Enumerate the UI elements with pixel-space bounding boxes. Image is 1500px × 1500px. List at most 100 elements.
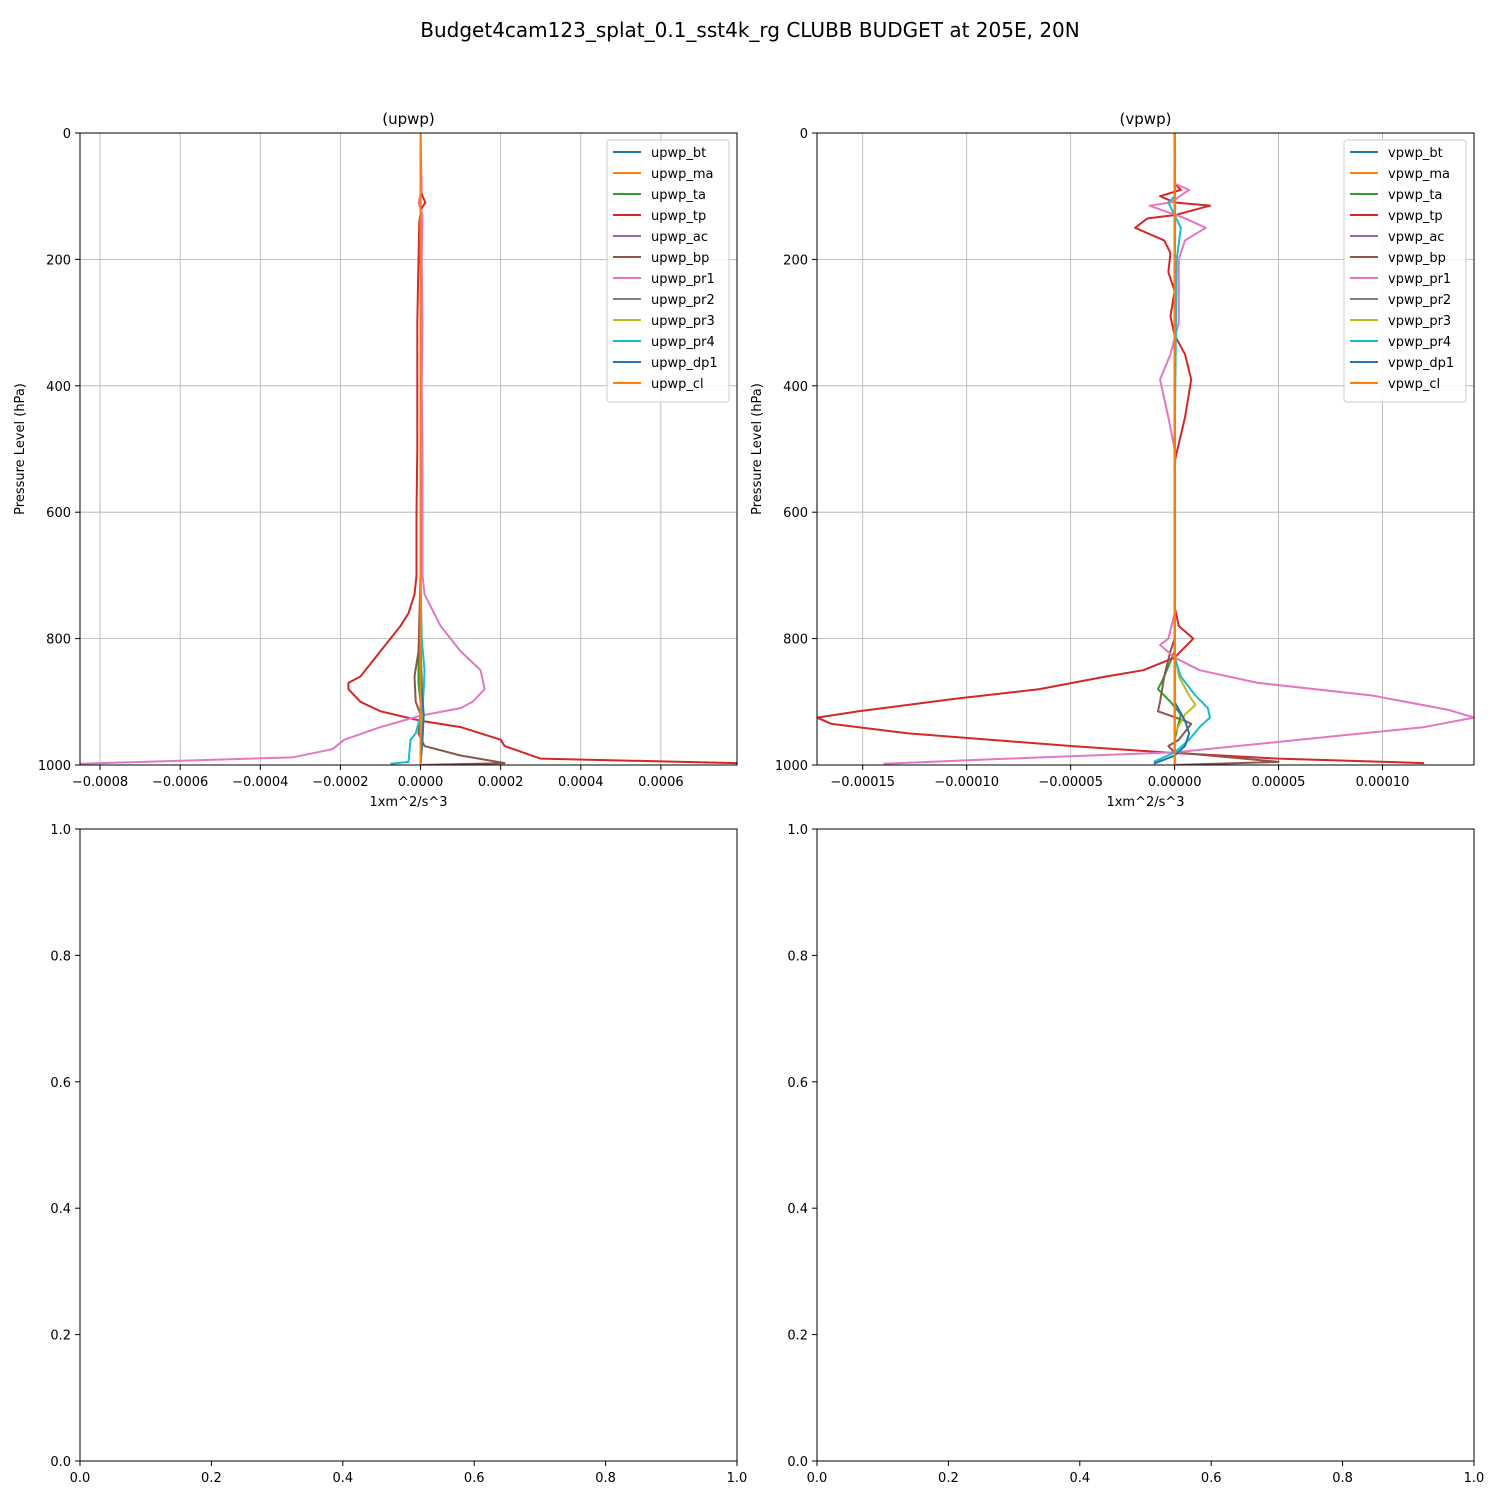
- legend-entry-vpwp_pr4: vpwp_pr4: [1388, 335, 1451, 350]
- legend-entry-upwp_cl: upwp_cl: [651, 377, 704, 392]
- legend-entry-upwp_pr1: upwp_pr1: [651, 272, 715, 287]
- legend-entry-upwp_ac: upwp_ac: [651, 230, 708, 245]
- panel-title: (vpwp): [1120, 110, 1172, 128]
- y-tick-label: 1.0: [50, 823, 71, 838]
- x-axis-label: 1xm^2/s^3: [369, 795, 447, 810]
- x-tick-label: 0.00000: [1148, 775, 1202, 790]
- y-tick-label: 0.0: [787, 1455, 808, 1470]
- y-tick-label: 0.4: [50, 1202, 71, 1217]
- figure-title: Budget4cam123_splat_0.1_sst4k_rg CLUBB B…: [420, 18, 1079, 42]
- x-tick-label: 0.0: [70, 1471, 91, 1486]
- series-line-vpwp_tp: [817, 133, 1425, 765]
- y-axis-label: Pressure Level (hPa): [13, 383, 28, 515]
- legend-entry-vpwp_pr3: vpwp_pr3: [1388, 314, 1451, 329]
- panel-4: 0.0 0.2 0.4 0.6 0.8 1.0 0.0 0.2 0.4 0.6 0.8 1.0: [787, 823, 1484, 1486]
- series-line-vpwp_dp1: [1153, 133, 1191, 765]
- x-tick-label: −0.0006: [152, 775, 208, 790]
- x-tick-label: 0.8: [595, 1471, 616, 1486]
- y-tick-label: 0.6: [787, 1076, 808, 1091]
- legend-box: [606, 139, 730, 403]
- x-tick-label: −0.00005: [1038, 775, 1103, 790]
- legend: upwp_bt upwp_ma upwp_ta upwp_tp upwp_ac upwp_…: [606, 139, 730, 403]
- legend-box: [1343, 139, 1467, 403]
- legend-entry-vpwp_cl: vpwp_cl: [1388, 377, 1440, 392]
- y-tick-label: 400: [783, 380, 808, 395]
- x-tick-label: 0.2: [938, 1471, 959, 1486]
- x-tick-label: 1.0: [727, 1471, 748, 1486]
- y-tick-label: 800: [46, 633, 71, 648]
- legend-entry-vpwp_dp1: vpwp_dp1: [1388, 356, 1454, 371]
- legend-entry-upwp_bt: upwp_bt: [651, 146, 706, 161]
- y-axis-label: Pressure Level (hPa): [750, 383, 765, 515]
- legend-entry-vpwp_pr2: vpwp_pr2: [1388, 293, 1451, 308]
- axes-frame: [79, 132, 738, 766]
- x-tick-label: 0.4: [1069, 1471, 1090, 1486]
- panel-2: −0.00015 −0.00010 −0.00005 0.00000 0.00005 0.…: [750, 110, 1475, 810]
- x-tick-label: 0.0000: [398, 775, 444, 790]
- y-tick-label: 800: [783, 633, 808, 648]
- x-tick-label: 0.0006: [638, 775, 684, 790]
- y-tick-label: 0.2: [787, 1329, 808, 1344]
- y-tick-label: 0.4: [787, 1202, 808, 1217]
- legend: vpwp_bt vpwp_ma vpwp_ta vpwp_tp vpwp_ac vpwp_…: [1343, 139, 1467, 403]
- x-tick-label: 0.6: [1201, 1471, 1222, 1486]
- legend-entry-vpwp_ta: vpwp_ta: [1388, 188, 1442, 203]
- axes-frame: [816, 828, 1475, 1462]
- axes-frame: [79, 828, 738, 1462]
- y-tick-label: 600: [783, 506, 808, 521]
- legend-entry-vpwp_tp: vpwp_tp: [1388, 209, 1443, 224]
- panel-3: 0.0 0.2 0.4 0.6 0.8 1.0 0.0 0.2 0.4 0.6 0.8 1.0: [50, 823, 747, 1486]
- x-axis-label: 1xm^2/s^3: [1106, 795, 1184, 810]
- legend-entry-upwp_pr3: upwp_pr3: [651, 314, 715, 329]
- x-tick-label: 0.00005: [1252, 775, 1306, 790]
- legend-entry-vpwp_ma: vpwp_ma: [1388, 167, 1450, 182]
- legend-entry-upwp_tp: upwp_tp: [651, 209, 706, 224]
- x-tick-label: 0.0004: [558, 775, 604, 790]
- series-line-vpwp_pr4: [1153, 133, 1211, 763]
- x-tick-label: −0.00015: [830, 775, 895, 790]
- y-tick-label: 600: [46, 506, 71, 521]
- x-tick-label: −0.0002: [312, 775, 368, 790]
- y-tick-label: 0: [800, 127, 808, 142]
- y-tick-label: 0.6: [50, 1076, 71, 1091]
- series-group: [80, 133, 737, 765]
- legend-entry-vpwp_pr1: vpwp_pr1: [1388, 272, 1451, 287]
- x-tick-label: 0.00010: [1356, 775, 1410, 790]
- y-tick-label: 200: [783, 253, 808, 268]
- y-tick-label: 0.8: [787, 949, 808, 964]
- series-line-vpwp_bp: [1156, 133, 1280, 765]
- legend-entry-upwp_ta: upwp_ta: [651, 188, 706, 203]
- legend-entry-upwp_pr2: upwp_pr2: [651, 293, 715, 308]
- legend-entry-vpwp_bt: vpwp_bt: [1388, 146, 1443, 161]
- legend-entry-upwp_pr4: upwp_pr4: [651, 335, 715, 350]
- x-tick-label: −0.0004: [232, 775, 288, 790]
- x-tick-label: 0.4: [332, 1471, 353, 1486]
- series-line-upwp_bp: [413, 133, 506, 765]
- legend-entry-vpwp_bp: vpwp_bp: [1388, 251, 1446, 266]
- panel-title: (upwp): [382, 110, 435, 128]
- y-tick-label: 200: [46, 253, 71, 268]
- y-tick-label: 0.0: [50, 1455, 71, 1470]
- axes-frame: [816, 132, 1475, 766]
- legend-entry-upwp_dp1: upwp_dp1: [651, 356, 718, 371]
- y-tick-label: 0.2: [50, 1329, 71, 1344]
- y-tick-label: 1000: [38, 759, 71, 774]
- x-tick-label: 0.0002: [478, 775, 524, 790]
- y-tick-label: 1000: [775, 759, 808, 774]
- legend-entry-vpwp_ac: vpwp_ac: [1388, 230, 1444, 245]
- y-tick-label: 1.0: [787, 823, 808, 838]
- y-tick-label: 0.8: [50, 949, 71, 964]
- series-group: [817, 133, 1474, 765]
- series-line-upwp_pr1: [80, 133, 486, 765]
- x-tick-label: 0.2: [201, 1471, 222, 1486]
- panel-1: −0.0008 −0.0006 −0.0004 −0.0002 0.0000 0.0002…: [13, 110, 738, 810]
- y-tick-label: 0: [63, 127, 71, 142]
- x-tick-label: −0.00010: [934, 775, 999, 790]
- x-tick-label: 0.6: [464, 1471, 485, 1486]
- y-tick-label: 400: [46, 380, 71, 395]
- x-tick-label: 0.8: [1332, 1471, 1353, 1486]
- x-tick-label: −0.0008: [72, 775, 128, 790]
- x-tick-label: 0.0: [807, 1471, 828, 1486]
- legend-entry-upwp_ma: upwp_ma: [651, 167, 714, 182]
